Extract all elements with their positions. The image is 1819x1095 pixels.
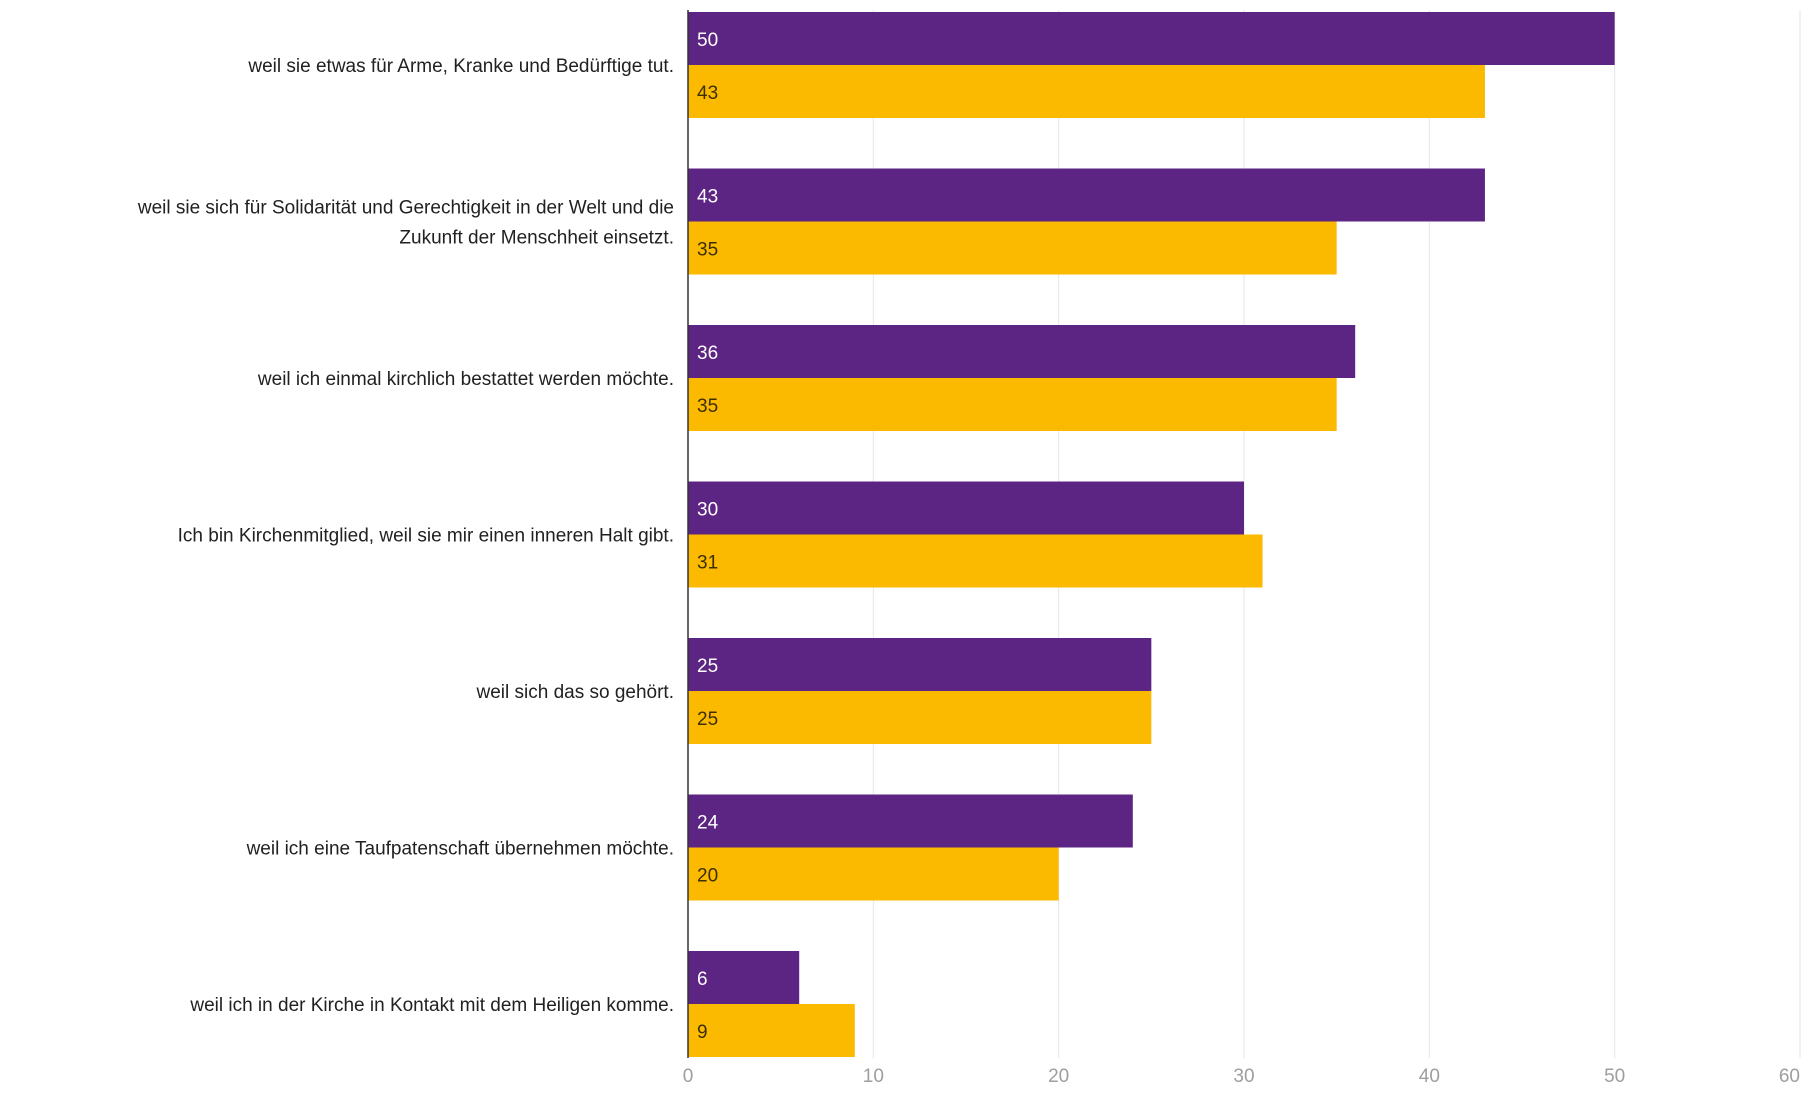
bar-value-label: 25 xyxy=(697,656,718,677)
bar xyxy=(688,481,1244,535)
bar-value-label: 50 xyxy=(697,30,718,51)
bar-value-label: 36 xyxy=(697,343,718,364)
bar xyxy=(688,847,1059,901)
category-label-line: weil sie etwas für Arme, Kranke und Bedü… xyxy=(247,56,674,77)
category-label: weil ich in der Kirche in Kontakt mit de… xyxy=(189,995,674,1016)
x-tick-label: 40 xyxy=(1419,1066,1440,1087)
bar xyxy=(688,65,1485,118)
bar-value-label: 35 xyxy=(697,396,718,417)
bar xyxy=(688,534,1263,588)
bar-value-labels: 50 43 43 35 36 35 30 31 25 25 24 20 6 9 xyxy=(697,30,719,1043)
bars xyxy=(688,12,1615,1057)
x-tick-label: 0 xyxy=(683,1066,694,1087)
category-label: weil ich einmal kirchlich bestattet werd… xyxy=(257,369,674,390)
bar-value-label: 30 xyxy=(697,500,718,521)
bar xyxy=(688,794,1133,848)
bar xyxy=(688,638,1152,691)
bar xyxy=(688,378,1337,431)
bar-value-label: 25 xyxy=(697,709,718,730)
bar xyxy=(688,221,1337,275)
category-label-line: weil sich das so gehört. xyxy=(476,682,675,703)
category-label: Ich bin Kirchenmitglied, weil sie mir ei… xyxy=(178,526,674,547)
bar-value-label: 43 xyxy=(697,83,718,104)
category-label-line: weil ich eine Taufpatenschaft übernehmen… xyxy=(246,839,674,860)
category-label-line: Ich bin Kirchenmitglied, weil sie mir ei… xyxy=(178,526,674,547)
category-label: weil sie etwas für Arme, Kranke und Bedü… xyxy=(247,56,674,77)
category-label: weil sie sich für Solidarität und Gerech… xyxy=(137,198,674,249)
bar-value-label: 35 xyxy=(697,240,718,261)
x-tick-label: 50 xyxy=(1604,1066,1625,1087)
bar xyxy=(688,168,1485,222)
bar xyxy=(688,951,800,1004)
bar-value-label: 43 xyxy=(697,187,718,208)
category-label-line: Zukunft der Menschheit einsetzt. xyxy=(399,228,674,249)
category-label-line: weil ich in der Kirche in Kontakt mit de… xyxy=(189,995,674,1016)
x-tick-label: 10 xyxy=(863,1066,884,1087)
bar xyxy=(688,325,1356,378)
x-tick-label: 20 xyxy=(1048,1066,1069,1087)
category-label-line: weil sie sich für Solidarität und Gerech… xyxy=(137,198,674,219)
bar xyxy=(688,1004,855,1057)
bar-value-label: 6 xyxy=(697,969,708,990)
bar xyxy=(688,12,1615,65)
x-tick-label: 30 xyxy=(1233,1066,1254,1087)
category-labels: weil sie etwas für Arme, Kranke und Bedü… xyxy=(137,56,674,1016)
x-axis-tick-labels: 0 10 20 30 40 50 60 xyxy=(683,1066,1800,1087)
bar-value-label: 31 xyxy=(697,553,718,574)
x-tick-label: 60 xyxy=(1779,1066,1800,1087)
category-label-line: weil ich einmal kirchlich bestattet werd… xyxy=(257,369,674,390)
bar-value-label: 24 xyxy=(697,813,719,834)
bar-value-label: 20 xyxy=(697,866,718,887)
bar xyxy=(688,691,1152,744)
category-label: weil ich eine Taufpatenschaft übernehmen… xyxy=(246,839,674,860)
category-label: weil sich das so gehört. xyxy=(476,682,675,703)
bar-value-label: 9 xyxy=(697,1022,708,1043)
